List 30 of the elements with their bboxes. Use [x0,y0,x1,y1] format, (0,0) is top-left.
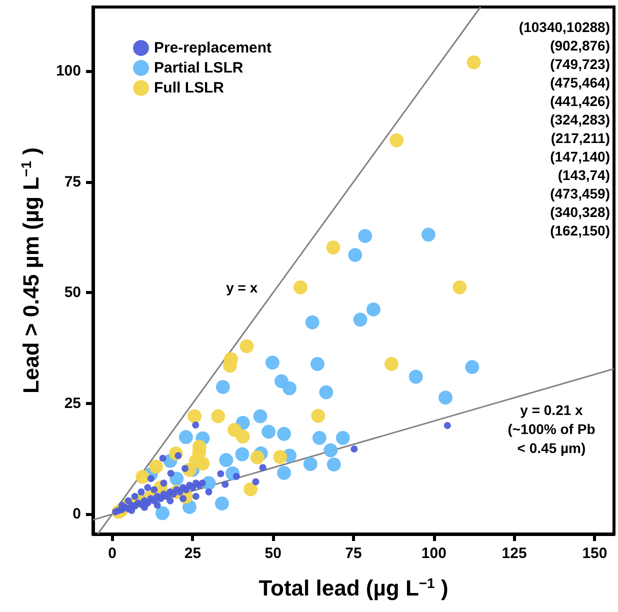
annotation: (902,876) [550,38,610,54]
series-label: y = x [226,280,258,296]
y-tick-label: 25 [64,394,81,412]
annotation: (147,140) [550,148,610,164]
annotation: (749,723) [550,56,610,72]
x-tick-label: 125 [502,545,527,562]
x-tick-label: 0 [108,545,116,562]
x-tick-label: 150 [582,545,608,562]
annotation: (340,328) [550,204,610,220]
x-tick-label: 50 [264,545,282,562]
x-tick-label: 75 [345,545,362,562]
y-tick-label: 0 [72,506,81,523]
y-axis-title: Lead > 0.45 µm (µg L−1 ) [18,147,44,394]
annotation: (143,74) [558,167,610,183]
legend-label: Partial LSLR [154,60,244,76]
legend-label: Pre-replacement [154,40,272,56]
annotation: (324,283) [550,112,610,128]
x-tick-label: 25 [184,545,202,562]
annotation: (10340,10288) [518,19,610,35]
annotation: (162,150) [550,222,610,238]
annotation: (441,426) [550,93,610,109]
annotation: (217,211) [550,130,610,146]
y-tick-label: 50 [64,284,81,302]
annotation: (475,464) [550,74,610,90]
legend-label: Full LSLR [154,80,224,96]
x-tick-label: 100 [421,545,446,562]
annotation: (473,459) [550,186,610,202]
y-tick-label: 75 [64,173,81,190]
y-tick-label: 100 [56,62,81,80]
series-label: y = 0.21 x (~100% of Pb < 0.45 µm) [508,402,596,456]
